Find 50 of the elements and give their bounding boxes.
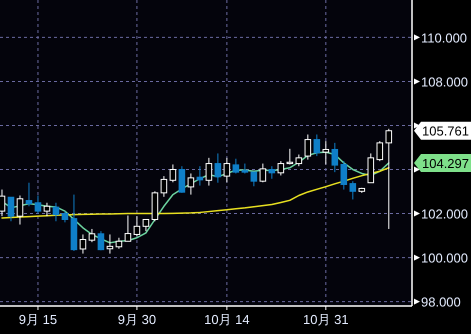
candlestick <box>116 237 122 250</box>
candlestick <box>232 158 240 174</box>
y-tick-label: 100.000 <box>421 250 468 266</box>
text: 105.761 <box>422 124 469 139</box>
candlestick <box>286 148 294 165</box>
candlestick <box>80 234 86 254</box>
candlestick <box>178 166 186 194</box>
candlestick <box>322 140 330 165</box>
text: 104.297 <box>422 156 469 171</box>
candlestick <box>44 202 50 217</box>
candlestick <box>52 202 60 222</box>
candlestick <box>386 128 392 230</box>
y-tick-label: 98.000 <box>421 294 461 310</box>
candlestick <box>34 194 42 214</box>
candlestick <box>214 152 222 184</box>
candlestick <box>340 160 348 190</box>
candlestick <box>250 171 258 187</box>
candlestick <box>350 180 356 200</box>
candlestick <box>124 215 132 242</box>
candlestick <box>260 163 266 183</box>
candlestick <box>106 234 114 254</box>
candlestick <box>376 140 384 162</box>
candlestick <box>278 160 284 176</box>
candlestick <box>88 228 96 243</box>
candlestick <box>8 196 14 222</box>
candlestick <box>188 172 194 196</box>
candlestick <box>304 134 312 160</box>
candlestick <box>332 142 338 173</box>
candlestick <box>134 216 140 237</box>
candlestick <box>268 166 276 180</box>
candlestick <box>16 194 24 226</box>
x-tick-label: 9月 30 <box>118 312 156 327</box>
candlestick <box>142 218 150 232</box>
x-tick-label: 10月 31 <box>303 312 349 327</box>
candlestick <box>296 154 302 167</box>
candlestick <box>26 182 32 207</box>
candlestick <box>242 163 248 174</box>
candlestick <box>62 210 68 223</box>
candlestick <box>98 230 104 251</box>
x-tick-label: 10月 14 <box>204 312 250 327</box>
candlestick <box>314 134 320 157</box>
candlestick <box>224 157 230 183</box>
candlestick <box>206 157 212 186</box>
x-tick-label: 9月 15 <box>18 312 58 327</box>
y-tick-label: 102.000 <box>421 206 468 222</box>
y-tick-label: 110.000 <box>421 30 468 46</box>
y-tick-label: 108.000 <box>421 74 468 90</box>
candlestick <box>160 176 168 198</box>
candlestick <box>196 166 204 186</box>
candlestick <box>170 164 176 183</box>
